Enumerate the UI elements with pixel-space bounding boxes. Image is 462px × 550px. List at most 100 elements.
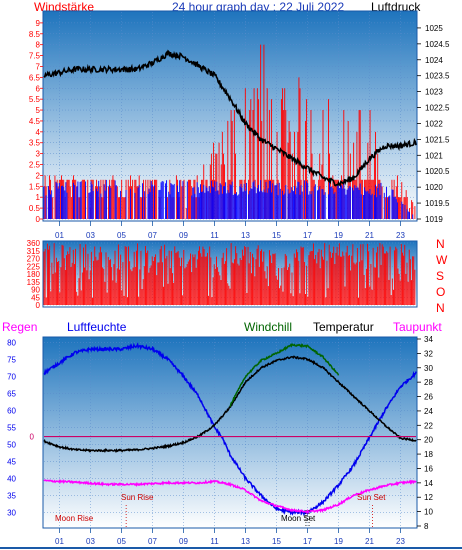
humidity-line (43, 342, 417, 517)
dewpoint-line (43, 478, 417, 515)
pressure-tick-label: 1024.5 (425, 40, 450, 49)
hour-tick-label: 03 (86, 537, 95, 546)
hour-tick-label: 23 (396, 537, 405, 546)
pressure-line (43, 49, 417, 188)
humidity-tick-label: 40 (7, 474, 16, 483)
pressure-tick-label: 1024 (425, 56, 443, 65)
temperature-tick-label: 8 (424, 522, 429, 531)
hour-tick-label: 23 (396, 231, 405, 240)
hour-tick-label: 11 (210, 231, 219, 240)
temperature-line (43, 355, 417, 454)
pressure-tick-label: 1025 (425, 24, 443, 33)
temperature-tick-label: 16 (424, 464, 433, 473)
hour-tick-label: 07 (148, 231, 157, 240)
pressure-tick-label: 1021 (425, 151, 443, 160)
chart-title: 24 hour graph day : 22 Juli 2022 (172, 0, 345, 14)
direction-tick-label: 225 (27, 262, 41, 271)
compass-label-south: S (436, 269, 445, 283)
sun-rise-label: Sun Rise (121, 493, 154, 502)
temperature-tick-label: 24 (424, 407, 433, 416)
direction-tick-label: 270 (27, 255, 41, 264)
compass-label-north-bottom: N (436, 301, 445, 315)
hour-tick-label: 05 (117, 537, 126, 546)
bottom-frame (0, 547, 462, 549)
wind-axis-title: Windstärke (34, 0, 95, 14)
pressure-tick-label: 1020.5 (425, 167, 450, 176)
direction-tick-label: 180 (27, 270, 41, 279)
wind-tick-label: 2 (36, 171, 41, 180)
moon-rise-label: Moon Rise (55, 514, 94, 523)
temperature-tick-label: 12 (424, 493, 433, 502)
wind-tick-label: 1.5 (29, 182, 41, 191)
wind-tick-label: 5 (36, 106, 41, 115)
pressure-tick-label: 1023 (425, 88, 443, 97)
wind-tick-label: 0 (36, 215, 41, 224)
humidity-tick-label: 65 (7, 389, 16, 398)
hour-tick-label: 17 (303, 231, 312, 240)
wind-tick-label: 7 (36, 62, 41, 71)
wind-tick-label: 3.5 (29, 139, 41, 148)
windchill-legend: Windchill (244, 320, 293, 334)
hour-tick-label: 17 (303, 537, 312, 546)
wind-tick-label: 8.5 (29, 30, 41, 39)
hour-tick-label: 21 (365, 231, 374, 240)
humidity-tick-label: 45 (7, 457, 16, 466)
hour-tick-label: 03 (86, 231, 95, 240)
wind-tick-label: 9 (36, 19, 41, 28)
wind-tick-label: 4 (36, 128, 41, 137)
hour-tick-label: 13 (241, 537, 250, 546)
direction-tick-label: 315 (27, 247, 41, 256)
humidity-tick-label: 55 (7, 423, 16, 432)
moon-set-label: Moon Set (281, 514, 316, 523)
humidity-tick-label: 50 (7, 440, 16, 449)
temperature-tick-label: 10 (424, 508, 433, 517)
wind-tick-label: 3 (36, 150, 41, 159)
wind-tick-label: 6.5 (29, 73, 41, 82)
pressure-tick-label: 1022 (425, 119, 443, 128)
temperature-tick-label: 20 (424, 436, 433, 445)
wind-tick-label: 1 (36, 193, 41, 202)
humidity-tick-label: 35 (7, 491, 16, 500)
pressure-tick-label: 1019.5 (425, 199, 450, 208)
temperature-tick-label: 18 (424, 450, 433, 459)
temperature-tick-label: 32 (424, 349, 433, 358)
sun-set-label: Sun Set (357, 493, 386, 502)
hour-tick-label: 21 (365, 537, 374, 546)
wind-tick-label: 5.5 (29, 95, 41, 104)
hour-tick-label: 19 (334, 537, 343, 546)
direction-tick-label: 135 (27, 278, 41, 287)
temperature-tick-label: 26 (424, 393, 433, 402)
pressure-tick-label: 1019 (425, 215, 443, 224)
hour-tick-label: 05 (117, 231, 126, 240)
hour-tick-label: 13 (241, 231, 250, 240)
wind-tick-label: 6 (36, 84, 41, 93)
pressure-axis-title: Luftdruck (371, 0, 421, 14)
wind-tick-label: 7.5 (29, 52, 41, 61)
humidity-tick-label: 70 (7, 372, 16, 381)
compass-label-east: O (436, 285, 446, 299)
compass-label-north-top: N (436, 237, 445, 251)
direction-tick-label: 360 (27, 239, 41, 248)
hour-tick-label: 09 (179, 231, 188, 240)
pressure-tick-label: 1023.5 (425, 72, 450, 81)
hour-tick-label: 01 (55, 231, 64, 240)
temperature-tick-label: 28 (424, 378, 433, 387)
direction-tick-label: 0 (36, 301, 41, 310)
direction-tick-label: 45 (31, 293, 40, 302)
pressure-tick-label: 1022.5 (425, 104, 450, 113)
rain-zero-label: 0 (30, 433, 35, 442)
temperature-legend: Temperatur (313, 320, 374, 334)
humidity-axis-title: Luftfeuchte (67, 320, 127, 334)
wind-tick-label: 0.5 (29, 204, 41, 213)
hour-tick-label: 11 (210, 537, 219, 546)
compass-label-west: W (436, 253, 448, 267)
humidity-tick-label: 30 (7, 508, 16, 517)
humidity-tick-label: 80 (7, 338, 16, 347)
direction-tick-label: 90 (31, 286, 40, 295)
wind-tick-label: 4.5 (29, 117, 41, 126)
temperature-tick-label: 22 (424, 421, 433, 430)
humidity-temperature-panel (42, 336, 418, 529)
windchill-line (229, 343, 340, 407)
humidity-tick-label: 60 (7, 406, 16, 415)
